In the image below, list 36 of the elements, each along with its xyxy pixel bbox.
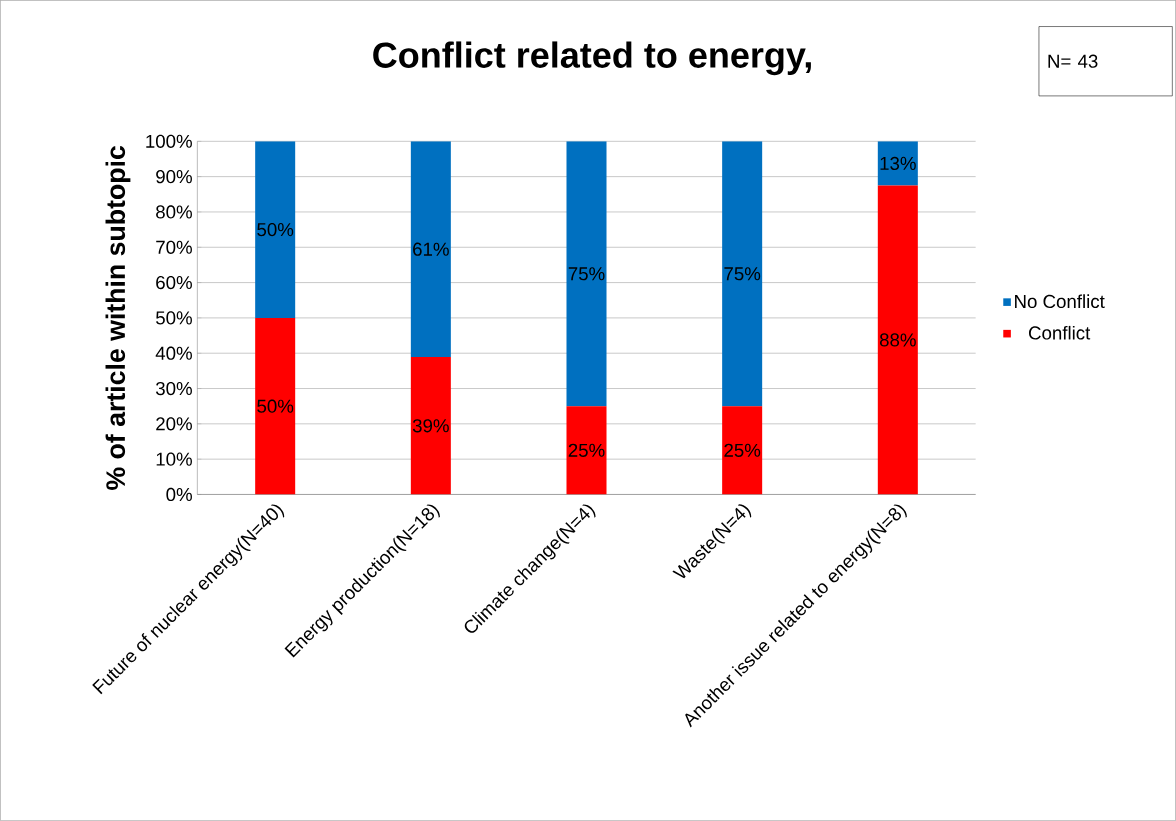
y-tick-label: 90% [156,170,192,184]
bar [566,406,607,495]
y-tick-label: 100% [146,134,192,149]
bar [722,141,763,407]
y-tick-label: 40% [155,346,192,360]
data-label: 75% [568,267,605,281]
y-tick-label: 20% [156,417,192,431]
bar [877,141,918,186]
y-tick-label: 0% [166,487,192,502]
y-tick-label: 30% [155,381,192,396]
data-label: 50% [257,399,294,413]
y-tick-label: 50% [156,311,192,325]
legend-label: No Conflict [1015,294,1105,309]
data-label: 75% [724,267,761,281]
chart-title: Conflict related to energy, [373,41,811,76]
data-label: 50% [257,223,294,237]
legend-label: Conflict [1029,325,1091,340]
bar [410,141,451,358]
data-label: 13% [880,156,916,171]
data-label: 25% [568,443,605,458]
y-tick-label: 80% [156,205,192,219]
text: N= 43 [1048,54,1098,68]
data-label: 25% [724,443,761,458]
y-axis-title: % of article within subtopic [105,146,131,490]
bar [722,406,763,495]
data-label: 61% [413,242,449,256]
bar [255,141,296,318]
bar [566,141,607,407]
bar [877,185,918,495]
bar [410,357,451,495]
data-label: 39% [412,419,449,433]
bar [255,317,296,495]
y-tick-label: 70% [156,240,192,254]
y-tick-label: 60% [156,276,192,290]
data-label: 88% [879,333,916,347]
y-tick-label: 10% [156,452,192,466]
